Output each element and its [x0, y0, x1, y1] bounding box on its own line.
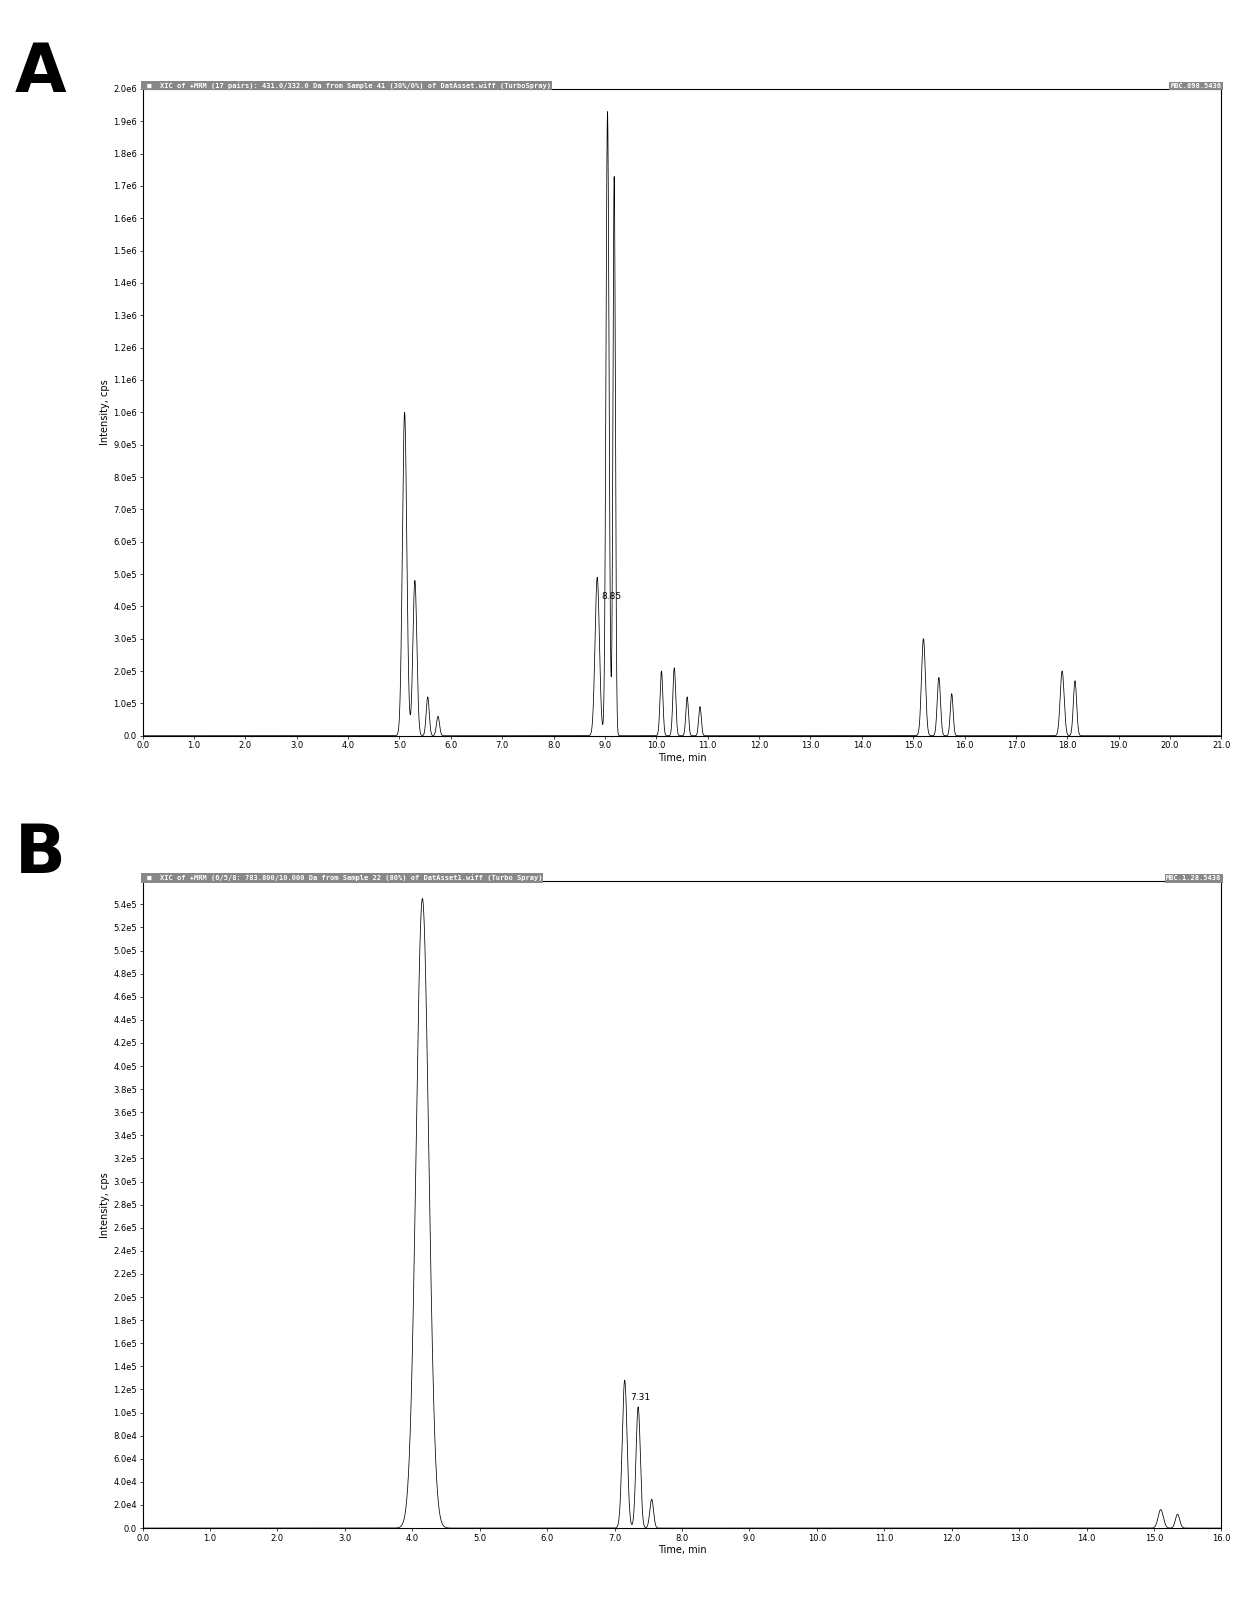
- Text: ■  XIC of +MRM (17 pairs): 431.0/332.0 Da from Sample 41 (30%/0%) of DatAsset.wi: ■ XIC of +MRM (17 pairs): 431.0/332.0 Da…: [143, 82, 551, 89]
- Text: B: B: [15, 821, 66, 888]
- Text: MBC.898.5436: MBC.898.5436: [1171, 82, 1221, 89]
- Y-axis label: Intensity, cps: Intensity, cps: [100, 1172, 110, 1237]
- Text: ■  XIC of +MRM (6/5/8: 783.800/10.000 Da from Sample 22 (80%) of DatAsset1.wiff : ■ XIC of +MRM (6/5/8: 783.800/10.000 Da …: [143, 875, 542, 881]
- Text: 8.85: 8.85: [601, 592, 621, 602]
- Text: MBC.1.28.5438: MBC.1.28.5438: [1166, 875, 1221, 881]
- Y-axis label: Intensity, cps: Intensity, cps: [100, 380, 110, 445]
- Text: 7.31: 7.31: [630, 1394, 650, 1402]
- X-axis label: Time, min: Time, min: [657, 754, 707, 763]
- Text: A: A: [15, 40, 67, 107]
- X-axis label: Time, min: Time, min: [657, 1546, 707, 1556]
